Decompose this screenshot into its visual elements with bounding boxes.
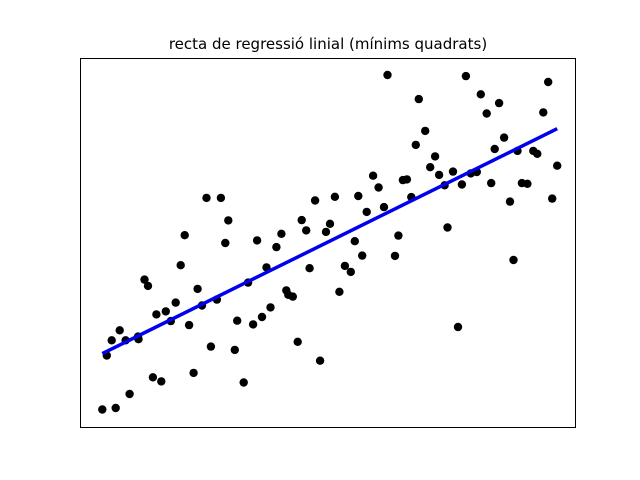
scatter-point-89 — [509, 255, 518, 265]
scatter-point-70 — [421, 126, 430, 136]
scatter-point-27 — [221, 238, 230, 248]
scatter-point-88 — [505, 197, 515, 206]
scatter-point-63 — [390, 251, 400, 261]
scatter-point-78 — [457, 180, 467, 189]
scatter-point-53 — [340, 261, 350, 271]
scatter-point-85 — [490, 144, 499, 154]
chart-marks — [98, 70, 562, 414]
scatter-point-82 — [476, 90, 485, 99]
scatter-point-19 — [184, 320, 194, 330]
scatter-point-60 — [374, 183, 383, 192]
plot-area-frame — [80, 58, 576, 428]
scatter-point-33 — [248, 320, 258, 329]
scatter-point-59 — [368, 171, 378, 180]
scatter-point-0 — [98, 405, 107, 414]
scatter-point-10 — [143, 281, 153, 291]
scatter-point-62 — [383, 70, 392, 80]
scatter-point-31 — [239, 378, 248, 387]
scatter-point-24 — [206, 342, 216, 351]
scatter-point-30 — [233, 316, 242, 325]
scatter-point-45 — [302, 226, 311, 235]
scatter-point-58 — [362, 207, 371, 217]
chart-title: recta de regressió linial (mínims quadra… — [169, 35, 487, 53]
scatter-point-2 — [125, 389, 134, 399]
scatter-point-5 — [115, 326, 124, 335]
scatter-point-9 — [140, 275, 149, 284]
scatter-point-21 — [193, 284, 202, 294]
scatter-point-46 — [305, 264, 314, 273]
scatter-point-37 — [266, 303, 275, 312]
scatter-point-97 — [548, 194, 557, 203]
scatter-point-50 — [325, 219, 335, 228]
scatter-point-47 — [310, 196, 320, 205]
scatter-point-69 — [414, 94, 423, 104]
scatter-point-29 — [230, 345, 239, 355]
scatter-point-76 — [448, 167, 458, 176]
scatter-point-35 — [257, 312, 267, 322]
scatter-point-11 — [148, 373, 158, 382]
scatter-point-64 — [394, 231, 403, 240]
scatter-point-75 — [443, 223, 452, 232]
scatter-point-52 — [335, 287, 344, 296]
scatter-point-43 — [293, 337, 302, 346]
scatter-point-55 — [350, 237, 359, 246]
scatter-point-28 — [224, 216, 233, 225]
scatter-point-72 — [430, 152, 440, 161]
scatter-point-42 — [288, 292, 297, 301]
scatter-point-98 — [553, 161, 562, 170]
scatter-point-20 — [189, 368, 198, 378]
scatter-point-48 — [315, 356, 325, 365]
scatter-point-68 — [411, 140, 420, 150]
scatter-point-86 — [494, 98, 504, 108]
scatter-point-56 — [354, 191, 363, 201]
scatter-point-18 — [180, 231, 189, 240]
scatter-point-95 — [539, 108, 548, 117]
scatter-point-16 — [171, 298, 180, 307]
scatter-point-71 — [426, 163, 435, 172]
scatter-point-14 — [161, 307, 170, 316]
scatter-point-49 — [321, 227, 331, 237]
scatter-point-17 — [176, 261, 185, 270]
regression-line — [101, 127, 558, 356]
scatter-point-44 — [297, 215, 306, 225]
scatter-point-51 — [330, 192, 340, 201]
scatter-point-73 — [434, 170, 444, 180]
scatter-point-94 — [533, 149, 542, 158]
scatter-point-92 — [523, 179, 532, 188]
scatter-point-79 — [461, 71, 471, 81]
scatter-point-87 — [499, 133, 509, 142]
scatter-point-39 — [277, 229, 286, 238]
scatter-point-77 — [453, 322, 463, 332]
scatter-point-38 — [272, 242, 281, 252]
scatter-point-1 — [111, 403, 120, 413]
scatter-point-4 — [107, 336, 116, 345]
scatter-point-13 — [157, 377, 166, 386]
scatter-point-61 — [379, 202, 389, 212]
scatter-point-57 — [358, 251, 367, 260]
scatter-point-96 — [544, 77, 553, 87]
scatter-point-23 — [202, 193, 211, 203]
scatter-point-83 — [482, 109, 491, 118]
scatter-point-84 — [487, 178, 496, 188]
scatter-point-26 — [216, 193, 226, 203]
scatter-point-12 — [152, 310, 161, 319]
scatter-point-54 — [346, 267, 355, 277]
scatter-point-34 — [252, 236, 262, 245]
scatter-point-66 — [402, 175, 412, 184]
